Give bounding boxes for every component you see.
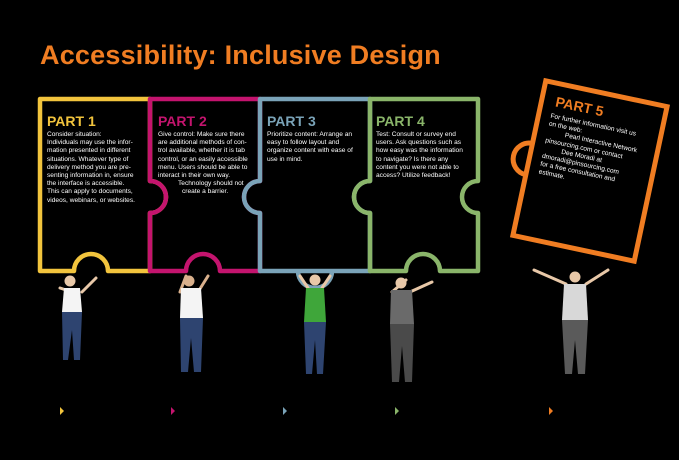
part-3-body: Prioritize content: Arrange an easy to f… [267, 131, 367, 164]
part-2-line: trol available, whether it is tab [158, 147, 245, 155]
part-1-line: Consider situation: [47, 131, 102, 138]
arrow-1 [60, 407, 64, 415]
part-2-line: Technology should not [178, 180, 244, 188]
person-2 [178, 274, 210, 372]
arrow-3 [283, 407, 287, 415]
part-3-heading: PART 3 [267, 113, 316, 129]
part-1-body: Consider situation: Individuals may use … [47, 131, 149, 205]
person-5 [532, 268, 610, 374]
part-4-line: to navigate? Is there any [376, 155, 449, 163]
part-1-line: the interface is accessible. [47, 180, 125, 188]
part-3-line: easy to follow layout and [267, 139, 340, 147]
part-5-body: For further information visit us on the … [538, 113, 651, 198]
person-3 [298, 274, 332, 374]
part-1-line: videos, webinars, or websites. [47, 196, 135, 204]
part-1-line: senting information in, ensure [47, 172, 134, 180]
part-1-line: delivery method you are pre- [47, 163, 131, 171]
page-title: Accessibility: Inclusive Design [40, 40, 441, 70]
part-1-line: situations. Whatever type of [47, 155, 129, 163]
part-4-line: users. Ask questions such as [376, 139, 462, 147]
part-1-line: This can apply to documents, [47, 188, 133, 196]
part-2-body: Give control: Make sure there are additi… [158, 131, 258, 197]
part-4-line: content you were not able to [376, 163, 459, 171]
puzzle-piece-4 [351, 96, 481, 274]
part-1-line: Individuals may use the infor- [47, 139, 133, 147]
arrow-4 [395, 407, 399, 415]
part-4-line: Test: Consult or survey end [376, 131, 456, 138]
part-2-line: menu. Users should be able to [158, 163, 248, 171]
part-2-heading: PART 2 [158, 113, 207, 129]
part-3-line: Prioritize content: Arrange an [267, 131, 353, 138]
part-1-heading: PART 1 [47, 113, 96, 129]
part-4-heading: PART 4 [376, 113, 425, 129]
part-4-line: how easy was the information [376, 147, 463, 155]
part-3-line: use in mind. [267, 155, 303, 163]
part-1-line: mation presented in different [47, 147, 131, 155]
part-3-line: organize content with ease of [267, 147, 353, 155]
part-4-body: Test: Consult or survey end users. Ask q… [376, 131, 476, 180]
part-2-line: are additional methods of con- [158, 139, 247, 147]
arrow-2 [171, 407, 175, 415]
part-2-line: interact in their own way. [158, 172, 231, 180]
puzzle-knob-5 [510, 140, 533, 178]
part-2-line: control, or an easily accessible [158, 155, 248, 163]
arrow-5 [549, 407, 553, 415]
person-4 [390, 277, 434, 382]
puzzle-piece-5 [509, 77, 671, 265]
part-4-line: access? Utilize feedback! [376, 172, 451, 180]
person-1 [58, 275, 98, 360]
part-2-line: create a barrier. [182, 188, 229, 196]
part-2-line: Give control: Make sure there [158, 131, 245, 138]
